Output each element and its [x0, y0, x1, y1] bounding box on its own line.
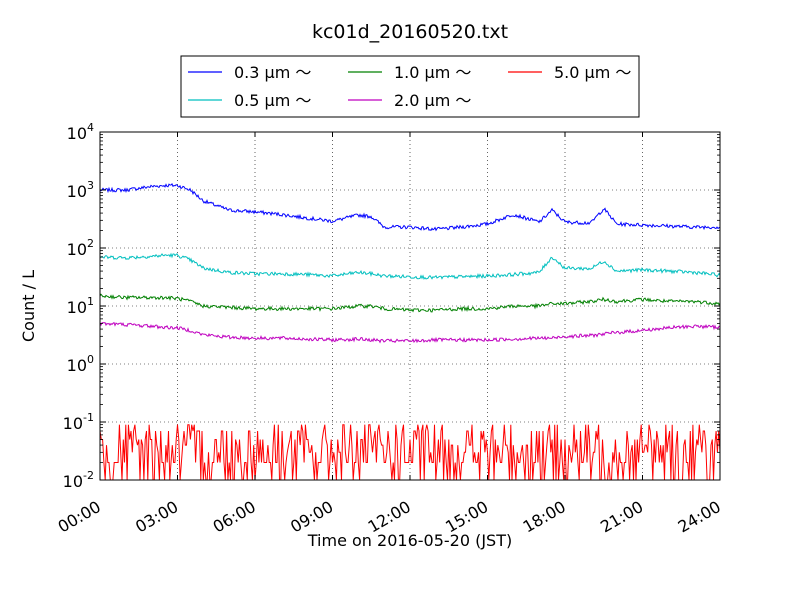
y-axis-label: Count / L [19, 270, 38, 342]
y-tick-base: 10 [67, 356, 87, 375]
series-line [99, 182, 721, 232]
y-tick-base: 10 [63, 414, 83, 433]
legend: 0.3 μm ～ 0.5 μm ～ 1.0 μm ～ 2.0 μm ～ 5.0 μm ～ [180, 55, 640, 118]
y-tick-label: 100 [67, 353, 94, 375]
y-tick-label: 101 [67, 295, 94, 317]
chart-title: kc01d_20160520.txt [312, 21, 508, 43]
series-line [99, 252, 721, 280]
y-tick-exponent: 2 [87, 237, 94, 250]
y-tick-base: 10 [63, 472, 83, 491]
y-tick-exponent: -2 [83, 469, 94, 482]
legend-label: 0.5 μm ～ [234, 91, 311, 110]
y-tick-base: 10 [67, 298, 87, 317]
y-tick-exponent: 3 [87, 179, 94, 192]
legend-frame [180, 55, 640, 118]
legend-label: 5.0 μm ～ [554, 63, 631, 82]
grid [100, 132, 720, 480]
y-tick-exponent: -1 [83, 411, 94, 424]
y-tick-label: 103 [67, 179, 94, 201]
y-tick-label: 10-2 [63, 469, 94, 491]
y-tick-label: 104 [67, 121, 94, 143]
y-tick-base: 10 [67, 182, 87, 201]
y-tick-label: 10-1 [63, 411, 94, 433]
y-tick-label: 102 [67, 237, 94, 259]
series-line [99, 321, 720, 344]
x-axis-label: Time on 2016-05-20 (JST) [307, 531, 512, 550]
legend-label: 2.0 μm ～ [394, 91, 471, 110]
legend-label: 1.0 μm ～ [394, 63, 471, 82]
y-tick-base: 10 [67, 124, 87, 143]
series-line [99, 293, 721, 313]
y-tick-base: 10 [67, 240, 87, 259]
y-tick-exponent: 1 [87, 295, 94, 308]
y-tick-exponent: 4 [87, 121, 94, 134]
legend-label: 0.3 μm ～ [234, 63, 311, 82]
y-tick-exponent: 0 [87, 353, 94, 366]
ticks [99, 131, 721, 481]
